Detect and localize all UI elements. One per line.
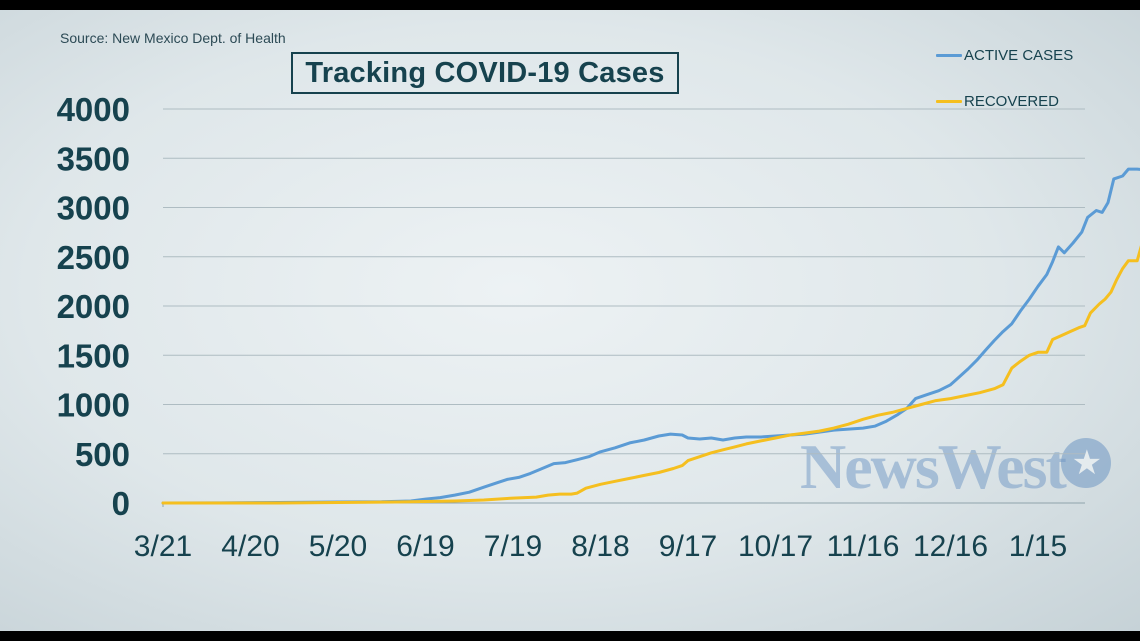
chart-title: Tracking COVID-19 Cases <box>291 52 679 94</box>
y-tick-label: 1000 <box>57 387 130 424</box>
newswest-watermark: NewsWest ★ <box>800 430 1111 504</box>
x-tick-label: 7/19 <box>484 530 542 563</box>
x-tick-label: 11/16 <box>827 530 900 563</box>
x-tick-label: 10/17 <box>738 530 813 563</box>
legend-item-recovered: RECOVERED <box>936 78 1073 124</box>
y-tick-label: 3500 <box>57 140 130 177</box>
y-tick-label: 0 <box>112 485 130 522</box>
legend-item-active: ACTIVE CASES <box>936 32 1073 78</box>
active-cases-line <box>161 167 1140 505</box>
legend-swatch-active <box>936 53 962 57</box>
line-chart: 0 500 1000 1500 2000 2500 3000 3500 4000 3/21 4/2… <box>57 91 1140 563</box>
x-tick-labels: 3/21 4/20 5/20 6/19 7/19 8/18 9/17 10/17 11/16 12… <box>134 530 1067 563</box>
y-tick-label: 500 <box>75 436 130 473</box>
y-tick-label: 2500 <box>57 239 130 276</box>
x-tick-label: 3/21 <box>134 530 192 563</box>
x-tick-label: 9/17 <box>659 530 717 563</box>
y-tick-label: 1500 <box>57 337 130 374</box>
x-tick-label: 6/19 <box>396 530 454 563</box>
watermark-text: NewsWest <box>800 431 1067 502</box>
x-tick-label: 5/20 <box>309 530 367 563</box>
y-tick-labels: 0 500 1000 1500 2000 2500 3000 3500 4000 <box>57 91 130 522</box>
star-icon: ★ <box>1060 438 1111 488</box>
x-tick-label: 4/20 <box>221 530 279 563</box>
x-tick-label: 12/16 <box>913 530 988 563</box>
legend-label-active: ACTIVE CASES <box>964 46 1074 64</box>
source-label: Source: New Mexico Dept. of Health <box>60 30 286 46</box>
x-tick-label: 1/15 <box>1009 530 1067 563</box>
legend: ACTIVE CASES RECOVERED <box>936 32 1073 124</box>
chart-stage: Source: New Mexico Dept. of Health Track… <box>0 10 1140 631</box>
y-tick-label: 2000 <box>57 288 130 325</box>
y-tick-label: 4000 <box>57 91 130 128</box>
y-tick-label: 3000 <box>57 190 130 227</box>
recovered-line <box>161 245 1140 505</box>
legend-swatch-recovered <box>936 99 962 103</box>
x-tick-label: 8/18 <box>571 530 629 563</box>
chart-title-text: Tracking COVID-19 Cases <box>305 56 665 89</box>
series-lines <box>161 167 1140 505</box>
legend-label-recovered: RECOVERED <box>964 92 1060 110</box>
grid-lines <box>162 108 1085 507</box>
